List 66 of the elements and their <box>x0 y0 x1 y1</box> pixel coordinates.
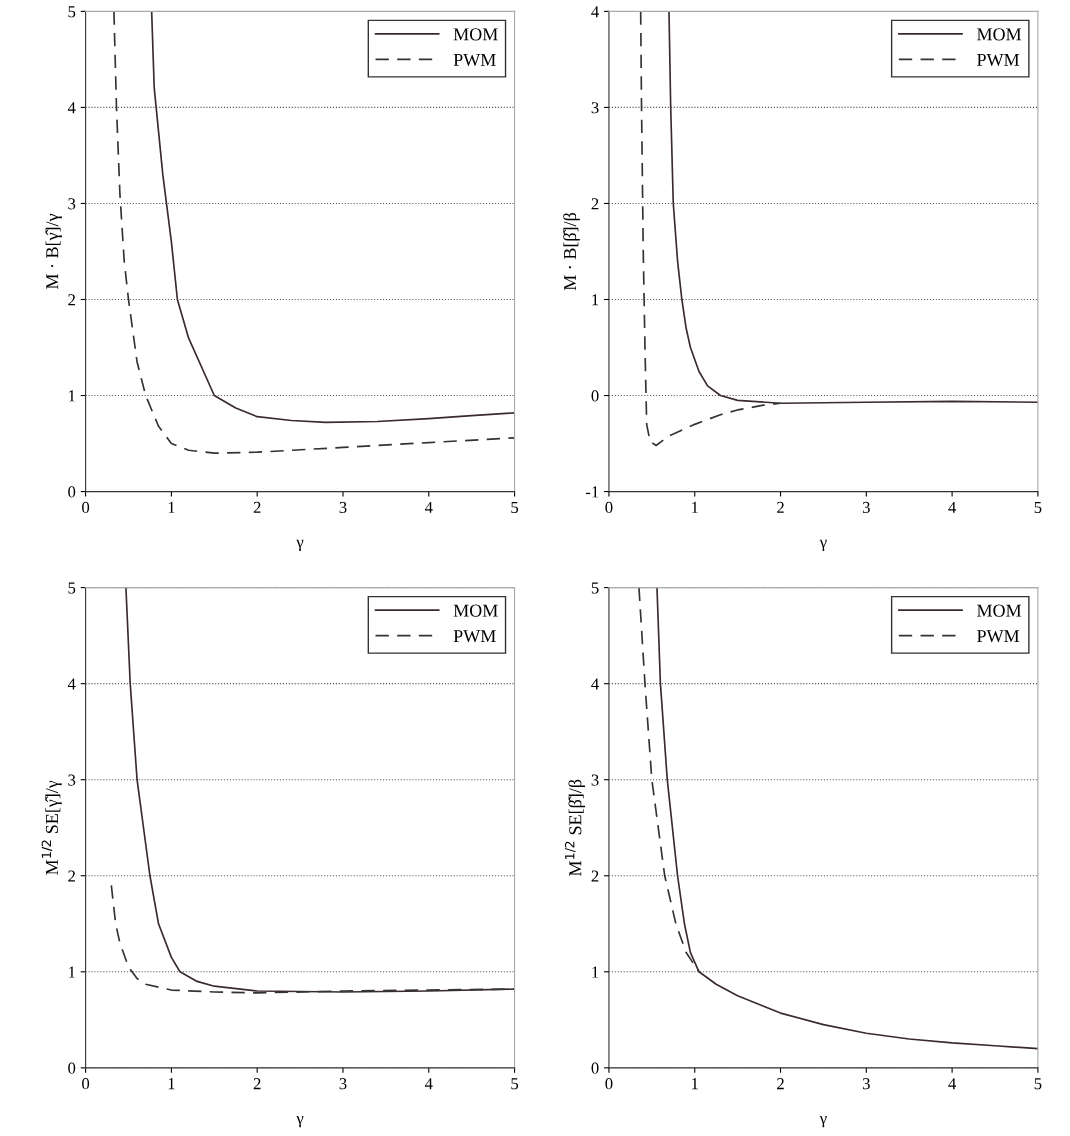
legend-label: MOM <box>977 28 1022 41</box>
y-tick-label: 4 <box>67 678 76 690</box>
y-tick-label: 3 <box>68 198 76 210</box>
legend-label: PWM <box>977 630 1020 643</box>
y-tick-label: 0 <box>591 1062 599 1074</box>
x-tick-label: 4 <box>424 501 433 513</box>
y-tick-label: 2 <box>591 870 599 882</box>
x-tick-label: 1 <box>168 501 175 513</box>
y-tick-label: 5 <box>68 582 76 594</box>
x-tick-label: 4 <box>948 1078 957 1090</box>
y-tick-label: 4 <box>591 6 599 18</box>
x-tick-label: 2 <box>777 1078 784 1090</box>
legend-label: MOM <box>453 604 498 617</box>
y-tick-label: 1 <box>592 294 599 306</box>
y-axis-title: M · B[β̂]/β <box>563 212 580 291</box>
y-tick-label: -1 <box>585 486 599 498</box>
x-tick-label: 4 <box>424 1078 433 1090</box>
y-tick-label: 2 <box>591 198 599 210</box>
x-tick-label: 2 <box>777 501 784 513</box>
y-tick-label: 1 <box>592 966 599 978</box>
x-tick-label: 3 <box>339 1078 347 1090</box>
legend-label: PWM <box>453 53 496 67</box>
y-tick-label: 5 <box>68 6 76 18</box>
legend-label: MOM <box>453 28 498 41</box>
x-tick-label: 5 <box>511 1078 519 1090</box>
x-axis-title: γ <box>296 1116 304 1128</box>
y-tick-label: 0 <box>68 486 76 498</box>
y-tick-label: 2 <box>68 870 75 882</box>
y-tick-label: 3 <box>68 774 76 786</box>
y-tick-label: 0 <box>591 390 599 402</box>
x-tick-label: 1 <box>692 501 698 513</box>
y-axis-title: M$^{1/2}$ SE[γ̂]/γ <box>41 780 62 875</box>
y-tick-label: 4 <box>67 102 76 114</box>
x-tick-label: 3 <box>862 501 870 514</box>
y-tick-label: 3 <box>591 774 599 786</box>
x-tick-label: 1 <box>168 1078 175 1090</box>
x-tick-label: 5 <box>1034 501 1042 514</box>
x-tick-label: 5 <box>1034 1078 1042 1090</box>
y-tick-label: 0 <box>68 1062 76 1074</box>
x-tick-label: 1 <box>692 1078 698 1090</box>
x-tick-label: 5 <box>511 501 519 514</box>
y-tick-label: 1 <box>69 966 75 978</box>
x-tick-label: 0 <box>605 1078 613 1090</box>
y-tick-label: 1 <box>69 390 75 402</box>
y-axis-title: M$^{1/2}$ SE[β̂]/β <box>564 779 586 877</box>
line-series <box>150 11 515 424</box>
legend-label: PWM <box>453 630 496 643</box>
x-tick-label: 0 <box>82 1078 90 1090</box>
x-tick-label: 0 <box>82 501 90 514</box>
line-series <box>113 11 515 454</box>
y-tick-label: 2 <box>68 294 75 306</box>
legend-label: PWM <box>977 53 1020 67</box>
y-axis-title: M · B[γ̂]/γ <box>45 213 62 290</box>
y-tick-label: 4 <box>591 678 599 690</box>
x-tick-label: 3 <box>862 1078 870 1090</box>
x-tick-label: 4 <box>948 501 957 513</box>
y-tick-label: 3 <box>591 102 599 114</box>
x-tick-label: 2 <box>253 501 261 513</box>
x-axis-title: γ <box>296 539 304 551</box>
x-tick-label: 0 <box>605 501 613 514</box>
y-tick-label: 5 <box>591 582 599 594</box>
legend-label: MOM <box>977 604 1022 617</box>
x-tick-label: 2 <box>253 1078 261 1090</box>
x-axis-title: γ <box>819 539 827 551</box>
x-tick-label: 3 <box>339 501 347 514</box>
x-axis-title: γ <box>819 1116 827 1128</box>
